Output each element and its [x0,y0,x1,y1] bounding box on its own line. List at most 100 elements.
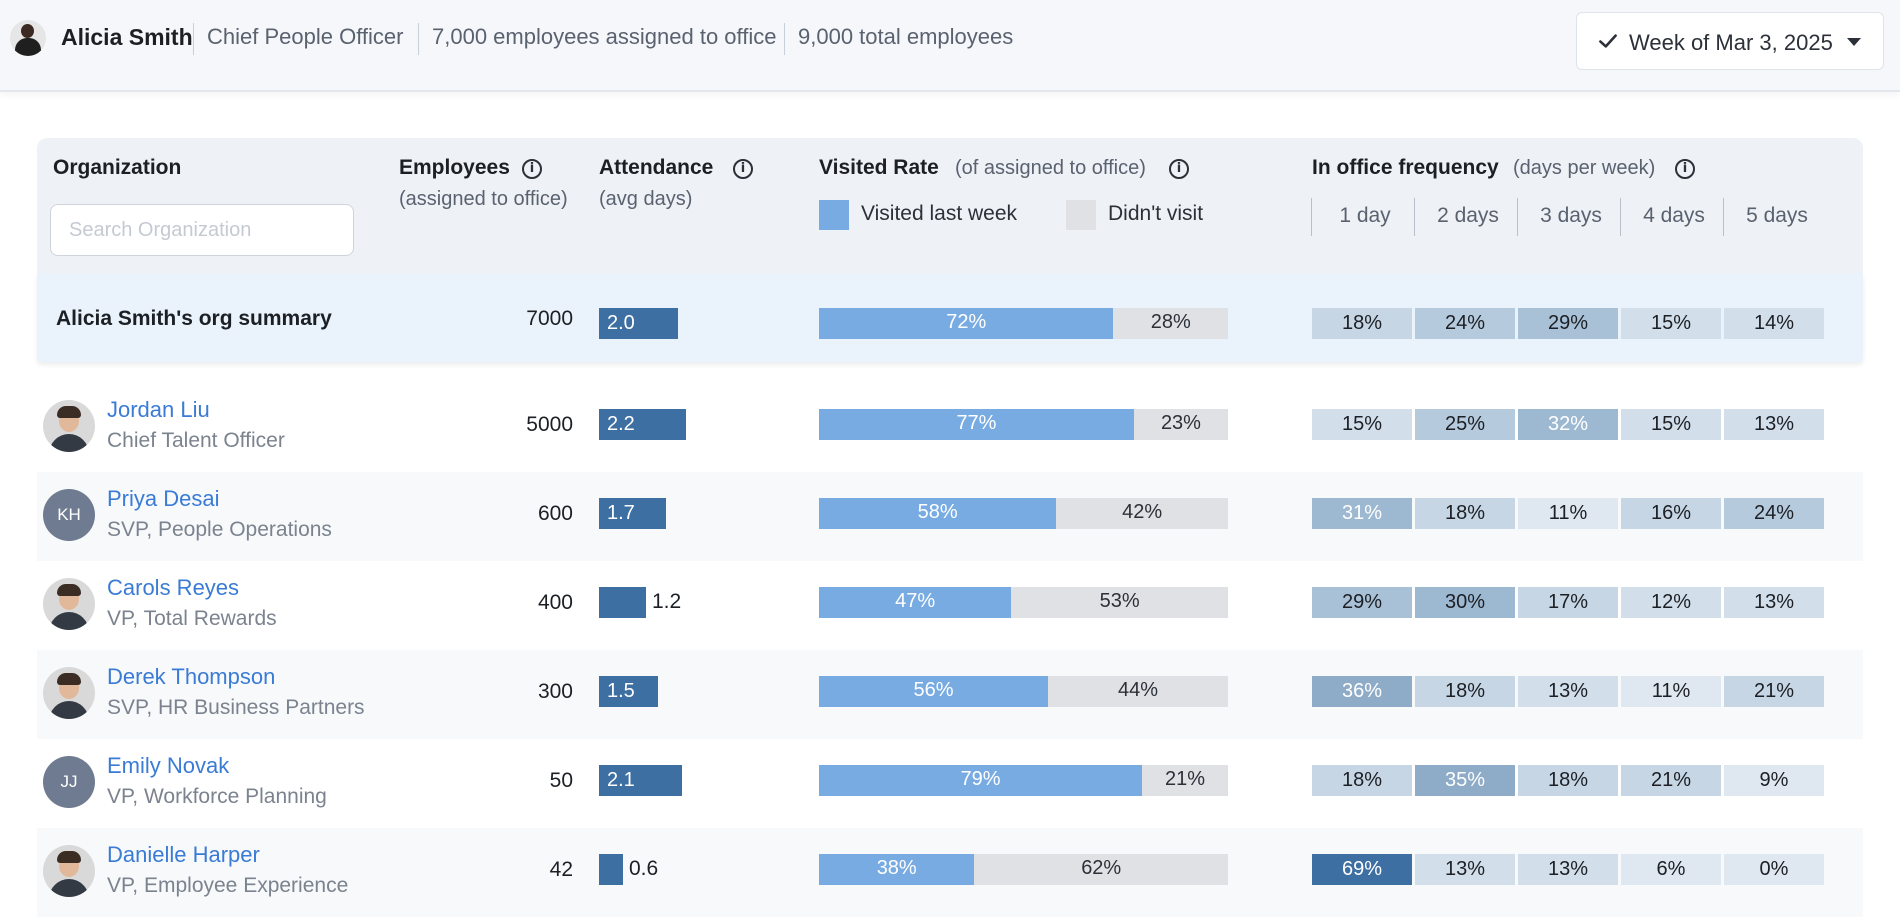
freq-divider [1414,198,1415,236]
col-organization: Organization [53,156,182,179]
attendance-bar: 1.5 [599,676,658,707]
employee-count: 50 [549,769,573,792]
search-organization-input[interactable] [50,204,354,256]
org-summary-label: Alicia Smith's org summary [56,307,332,330]
avatar-head [21,24,34,38]
employee-count: 300 [537,680,573,703]
table-row[interactable]: Carols Reyes VP, Total Rewards 400 1.2 47% 53… [37,561,1863,650]
person-name-link[interactable]: Jordan Liu [107,397,210,422]
user-avatar[interactable] [10,20,46,56]
visited-percent: 58% [917,501,958,523]
user-title: Chief People Officer [207,24,404,49]
col-visited-sub: (of assigned to office) [955,157,1146,179]
frequency-cell: 24% [1724,498,1824,529]
avatar-hair [57,406,81,418]
person-name-link[interactable]: Priya Desai [107,486,220,511]
frequency-cell: 17% [1518,587,1618,618]
freq-divider [1311,198,1312,236]
frequency-cell: 16% [1621,498,1721,529]
visited-rate-bar: 38% 62% [819,854,1228,885]
user-name: Alicia Smith [61,24,193,50]
not-visited-percent: 28% [1150,311,1191,333]
person-name-link[interactable]: Emily Novak [107,753,230,778]
visited-segment [819,498,1057,529]
freq-day-header: 5 days [1746,204,1808,227]
table-row[interactable]: KH Priya Desai SVP, People Operations 600 1.… [37,472,1863,561]
info-icon[interactable]: i [522,159,542,179]
frequency-cell: 12% [1621,587,1721,618]
total-count: 9,000 total employees [798,24,1014,49]
frequency-cell: 18% [1312,765,1412,796]
assigned-count: 7,000 employees assigned to office [432,24,777,49]
frequency-cell: 9% [1724,765,1824,796]
attendance-value: 2.0 [607,312,635,334]
org-summary-row: Alicia Smith's org summary 7000 2.0 72% 28% 1… [37,273,1863,362]
employee-count: 7000 [526,307,573,330]
avatar[interactable] [43,578,95,630]
table-row[interactable]: Derek Thompson SVP, HR Business Partners 3… [37,650,1863,739]
visited-segment [819,854,975,885]
frequency-cell: 0% [1724,854,1824,885]
avatar[interactable]: KH [43,489,95,541]
attendance-bar: 2.2 [599,409,686,440]
week-selector-button[interactable]: Week of Mar 3, 2025 [1576,12,1884,70]
attendance-value: 1.5 [607,680,635,702]
frequency-cell: 13% [1415,854,1515,885]
header-divider [193,23,194,55]
table-row[interactable]: Jordan Liu Chief Talent Officer 5000 2.2 77%… [37,383,1863,472]
table-row[interactable]: JJ Emily Novak VP, Workforce Planning 50 2.1… [37,739,1863,828]
frequency-cell: 21% [1621,765,1721,796]
col-frequency-sub: (days per week) [1513,157,1656,179]
visited-rate-bar: 47% 53% [819,587,1228,618]
table-row[interactable]: Danielle Harper VP, Employee Experience 42… [37,828,1863,917]
col-in-office-frequency: In office frequency [1312,156,1499,179]
avatar[interactable]: JJ [43,756,95,808]
avatar-torso [49,879,89,897]
frequency-cell: 31% [1312,498,1412,529]
frequency-cell: 11% [1621,676,1721,707]
visited-rate-bar: 56% 44% [819,676,1228,707]
person-name-link[interactable]: Carols Reyes [107,575,240,600]
info-icon[interactable]: i [1169,159,1189,179]
person-name-link[interactable]: Derek Thompson [107,664,276,689]
avatar[interactable] [43,667,95,719]
visited-percent: 56% [913,679,954,701]
avatar[interactable] [43,845,95,897]
frequency-cell: 13% [1724,587,1824,618]
info-icon[interactable]: i [1675,159,1695,179]
frequency-cell: 13% [1724,409,1824,440]
header-divider [784,23,785,55]
avatar-torso [49,701,89,719]
info-icon[interactable]: i [733,159,753,179]
legend-not-visited-label: Didn't visit [1108,202,1204,225]
avatar-hair [57,584,81,596]
frequency-cell: 15% [1312,409,1412,440]
frequency-cell: 11% [1518,498,1618,529]
person-name-link[interactable]: Danielle Harper [107,842,260,867]
person-title: VP, Workforce Planning [107,785,327,808]
frequency-cell: 13% [1518,854,1618,885]
freq-divider [1620,198,1621,236]
attendance-bar: 2.0 [599,308,678,339]
employee-count: 400 [537,591,573,614]
frequency-cell: 36% [1312,676,1412,707]
frequency-cell: 18% [1415,498,1515,529]
avatar-hair [57,673,81,685]
frequency-cell: 35% [1415,765,1515,796]
visited-segment [819,308,1114,339]
header-divider [418,23,419,55]
avatar-body [15,38,41,56]
visited-percent: 72% [946,311,987,333]
not-visited-percent: 42% [1122,501,1163,523]
not-visited-percent: 21% [1165,768,1206,790]
col-employees: Employees [399,156,510,179]
attendance-bar [599,854,623,885]
col-visited-rate: Visited Rate [819,156,939,179]
frequency-cell: 18% [1312,308,1412,339]
visited-rate-bar: 79% 21% [819,765,1228,796]
frequency-cell: 13% [1518,676,1618,707]
person-title: SVP, People Operations [107,518,332,541]
avatar-torso [49,612,89,630]
frequency-cell: 32% [1518,409,1618,440]
avatar[interactable] [43,400,95,452]
